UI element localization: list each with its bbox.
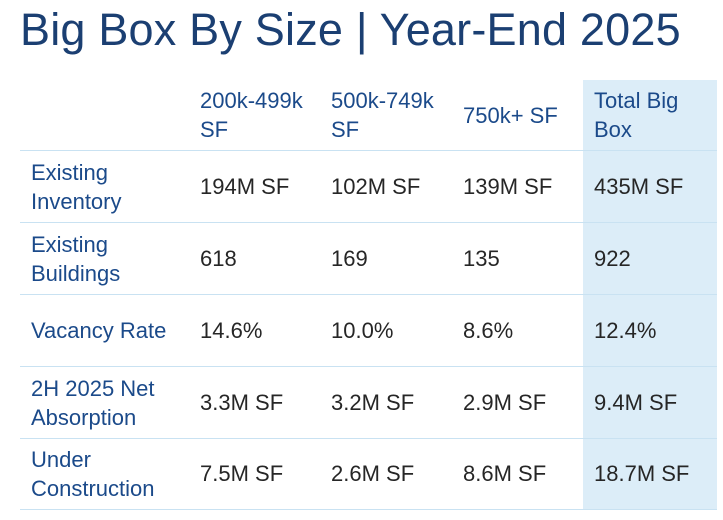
table-header-row: 200k-499k SF 500k-749k SF 750k+ SF Total…	[20, 80, 717, 151]
table-cell: 618	[200, 245, 237, 271]
table-cell: 2.9M SF	[463, 389, 547, 415]
table-cell: 135	[463, 245, 500, 271]
table-cell: 8.6%	[463, 317, 514, 343]
table-row-under-construction: Under Construction 7.5M SF 2.6M SF 8.6M …	[20, 439, 717, 510]
table-cell: 3.2M SF	[331, 389, 415, 415]
row-label: Existing Inventory	[31, 159, 122, 214]
row-label: 2H 2025 Net Absorption	[31, 375, 155, 430]
table-cell: 2.6M SF	[331, 461, 415, 486]
row-label: Existing Buildings	[31, 231, 121, 286]
big-box-table: 200k-499k SF 500k-749k SF 750k+ SF Total…	[20, 80, 717, 510]
table-cell: 102M SF	[331, 173, 421, 199]
column-header-500k-749k: 500k-749k SF	[331, 88, 434, 142]
page-title: Big Box By Size | Year-End 2025	[20, 4, 681, 55]
row-label: Under Construction	[31, 447, 155, 501]
table-cell: 10.0%	[331, 317, 394, 343]
table-cell: 7.5M SF	[200, 461, 284, 486]
table-row-existing-buildings: Existing Buildings 618 169 135 922	[20, 223, 717, 295]
table-cell: 139M SF	[463, 173, 553, 199]
table-cell: 435M SF	[594, 173, 684, 199]
table-row-net-absorption: 2H 2025 Net Absorption 3.3M SF 3.2M SF 2…	[20, 367, 717, 439]
table-cell: 14.6%	[200, 317, 263, 343]
table-cell: 169	[331, 245, 368, 271]
table-cell: 922	[594, 245, 631, 271]
table-cell: 194M SF	[200, 173, 290, 199]
table-cell: 3.3M SF	[200, 389, 284, 415]
table-cell: 12.4%	[594, 317, 657, 343]
table-row-vacancy-rate: Vacancy Rate 14.6% 10.0% 8.6% 12.4%	[20, 295, 717, 367]
table-cell: 8.6M SF	[463, 461, 547, 486]
column-header-750k-plus: 750k+ SF	[463, 102, 558, 128]
column-header-200k-499k: 200k-499k SF	[200, 88, 303, 142]
row-label: Vacancy Rate	[31, 318, 167, 343]
table-row-existing-inventory: Existing Inventory 194M SF 102M SF 139M …	[20, 151, 717, 223]
column-header-total-big-box: Total Big Box	[594, 88, 679, 142]
table-cell: 18.7M SF	[594, 461, 690, 486]
table-cell: 9.4M SF	[594, 389, 678, 415]
